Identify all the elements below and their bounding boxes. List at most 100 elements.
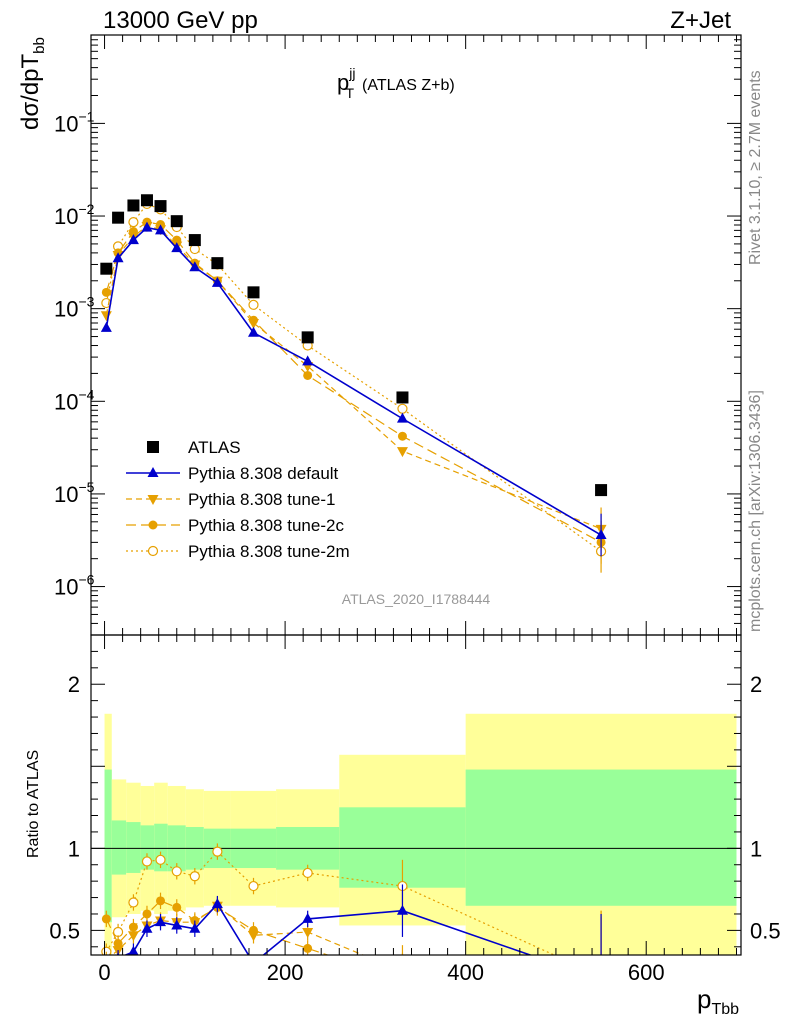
- point-atlas: [595, 484, 608, 497]
- main-y-tick-exp: −5: [78, 479, 94, 495]
- ratio-band-inner: [111, 820, 127, 875]
- legend-marker: [148, 520, 158, 530]
- x-tick-label: 600: [628, 960, 665, 985]
- ratio-point-pythia-8-308-tune-2c: [101, 914, 111, 924]
- ratio-line-pythia-8-308-tune-1: [111, 905, 365, 955]
- main-y-tick-exp: −2: [78, 201, 94, 217]
- ratio-point-pythia-8-308-default: [302, 912, 314, 923]
- point-pythia-8-308-default: [248, 326, 259, 337]
- plot-title-sub: T: [345, 85, 354, 101]
- main-y-tick-base: 10: [54, 297, 78, 322]
- main-y-tick-base: 10: [54, 575, 78, 600]
- ratio-point-pythia-8-308-tune-2c: [156, 896, 166, 906]
- point-atlas: [301, 331, 314, 344]
- main-panel: 10−610−510−410−310−210−1: [54, 34, 742, 636]
- x-tick-label: 400: [447, 960, 484, 985]
- ratio-y-tick-label-right: 2: [750, 672, 762, 697]
- ratio-point-pythia-8-308-tune-2c: [172, 902, 182, 912]
- point-atlas: [140, 194, 153, 207]
- ratio-y-tick-label-right: 0.5: [750, 918, 781, 943]
- ratio-point-pythia-8-308-tune-2m: [171, 866, 182, 877]
- ratio-point-pythia-8-308-tune-2c: [398, 975, 407, 984]
- ratio-point-pythia-8-308-default: [116, 952, 120, 955]
- ratio-y-tick-label: 2: [68, 672, 80, 697]
- main-ylabel-sub: bb: [31, 37, 48, 54]
- series-line-pythia-8-308-tune-2m: [105, 203, 602, 552]
- ratio-point-pythia-8-308-default: [155, 916, 167, 927]
- point-pythia-8-308-tune-1: [100, 311, 112, 322]
- point-atlas: [188, 234, 201, 247]
- mcplots-label: mcplots.cern.ch [arXiv:1306.3436]: [747, 390, 764, 632]
- point-pythia-8-308-default: [396, 412, 408, 423]
- point-pythia-8-308-tune-2c: [303, 370, 313, 380]
- point-pythia-8-308-tune-2c: [101, 287, 111, 297]
- point-pythia-8-308-default: [302, 355, 314, 366]
- ratio-point-pythia-8-308-tune-2m: [141, 856, 153, 867]
- main-y-tick-exp: −6: [78, 572, 94, 588]
- ratio-point-pythia-8-308-tune-2c: [303, 943, 313, 953]
- ratio-point-pythia-8-308-tune-1: [596, 972, 607, 982]
- ratio-line-pythia-8-308-tune-2m: [105, 850, 556, 955]
- main-y-tick-base: 10: [54, 389, 78, 414]
- plot-title: pjj T (ATLAS Z+b): [337, 65, 455, 101]
- ratio-point-pythia-8-308-tune-1: [248, 931, 259, 942]
- point-pythia-8-308-default: [112, 252, 124, 263]
- ratio-point-pythia-8-308-tune-2m: [212, 846, 223, 857]
- main-ylabel: dσ/dpTbb: [17, 37, 48, 130]
- x-axis-label-main: p: [697, 984, 711, 1014]
- main-y-tick-exp: −4: [78, 386, 94, 402]
- ratio-point-pythia-8-308-default: [248, 957, 259, 967]
- ratio-point-pythia-8-308-tune-2c: [142, 909, 152, 919]
- main-y-tick-exp: −1: [78, 108, 94, 124]
- main-y-tick-base: 10: [54, 111, 78, 136]
- ratio-point-pythia-8-308-default: [189, 922, 201, 933]
- main-y-tick-label: 10−6: [54, 572, 95, 600]
- point-pythia-8-308-default: [127, 234, 139, 245]
- plot-title-main: p: [337, 70, 349, 95]
- legend-label: Pythia 8.308 tune-2m: [188, 542, 350, 561]
- point-pythia-8-308-tune-2m: [248, 299, 259, 310]
- ratio-point-pythia-8-308-tune-2c: [597, 978, 606, 987]
- main-y-tick-base: 10: [54, 482, 78, 507]
- point-atlas: [211, 257, 224, 270]
- main-y-tick-label: 10−3: [54, 294, 95, 322]
- ratio-panel: 0 200 400 600 0.5 0.5 1 1 2 2: [49, 35, 781, 987]
- main-series-group: [100, 194, 608, 573]
- legend-label: Pythia 8.308 default: [188, 464, 339, 483]
- legend-marker: [147, 545, 159, 557]
- point-atlas: [247, 286, 260, 299]
- analysis-id: ATLAS_2020_I1788444: [342, 591, 491, 607]
- point-atlas: [396, 391, 409, 404]
- series-line-pythia-8-308-default: [105, 226, 602, 536]
- main-y-tick-label: 10−5: [54, 479, 95, 507]
- point-atlas: [100, 262, 113, 275]
- ratio-band-inner: [465, 769, 737, 906]
- x-axis-label: pTbb: [697, 984, 739, 1018]
- point-pythia-8-308-tune-1: [248, 319, 259, 330]
- point-pythia-8-308-default: [141, 221, 153, 232]
- legend-marker: [147, 495, 159, 505]
- main-y-tick-exp: −3: [78, 294, 94, 310]
- ratio-point-pythia-8-308-tune-2m: [302, 867, 313, 879]
- rivet-label: Rivet 3.1.10, ≥ 2.7M events: [747, 70, 764, 265]
- ratio-point-pythia-8-308-tune-1: [127, 931, 139, 942]
- ratio-point-pythia-8-308-tune-1: [397, 967, 408, 977]
- ratio-point-pythia-8-308-default: [128, 945, 139, 955]
- ratio-y-tick-label: 0.5: [49, 918, 80, 943]
- main-y-tick-label: 10−4: [54, 386, 95, 414]
- point-pythia-8-308-tune-2m: [397, 403, 408, 414]
- ratio-frame: [90, 634, 742, 956]
- point-atlas: [170, 215, 183, 228]
- legend-label: Pythia 8.308 tune-1: [188, 490, 335, 509]
- ratio-band-inner: [126, 822, 141, 873]
- plot-title-rest: (ATLAS Z+b): [362, 77, 455, 94]
- ratio-point-pythia-8-308-default: [396, 904, 408, 915]
- ratio-point-pythia-8-308-tune-2m: [155, 854, 166, 865]
- x-tick-label: 200: [267, 960, 304, 985]
- legend: ATLAS Pythia 8.308 default Pythia 8.308 tu…: [126, 438, 350, 561]
- x-tick-label: 0: [98, 960, 110, 985]
- main-y-tick-label: 10−1: [54, 108, 95, 136]
- energy-label: 13000 GeV pp: [103, 7, 258, 34]
- point-pythia-8-308-tune-2m: [128, 216, 139, 228]
- ratio-point-pythia-8-308-default: [141, 922, 153, 933]
